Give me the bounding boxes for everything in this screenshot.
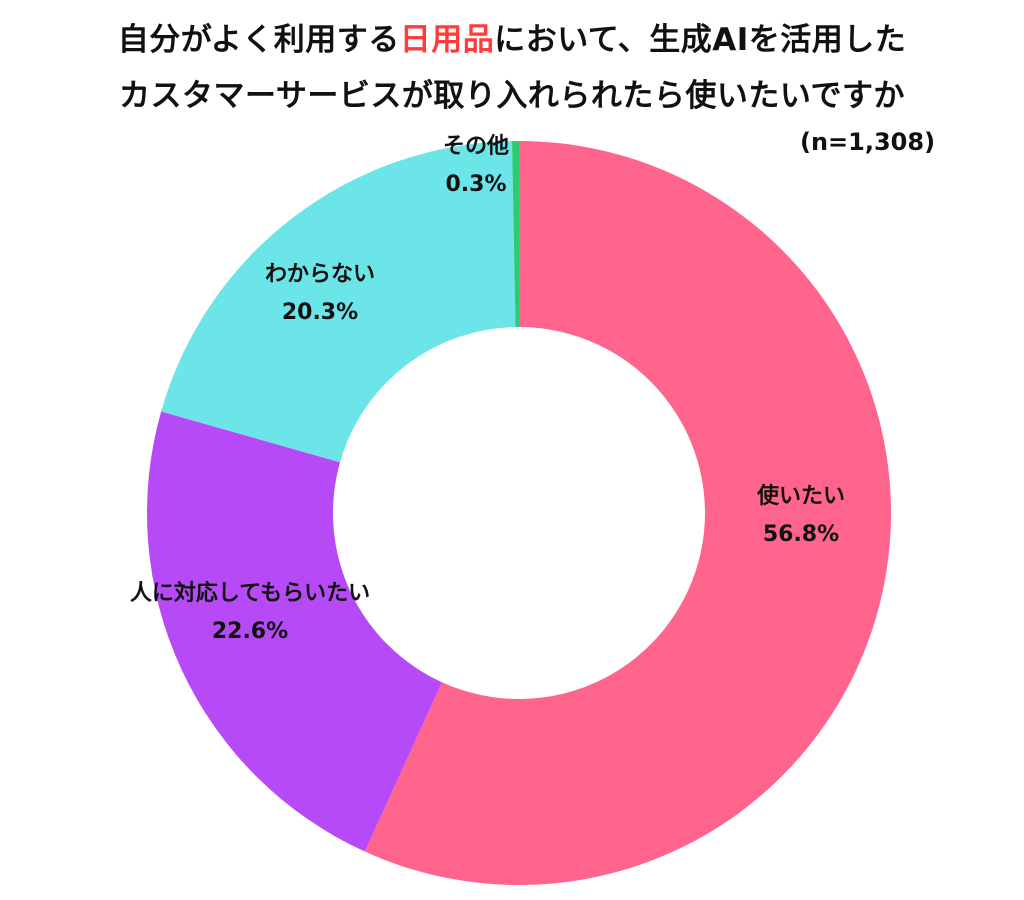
slice-label-unknown-name: わからない	[264, 262, 376, 287]
slice-label-human-name: 人に対応してもらいたい	[129, 581, 371, 606]
chart-title-line-2: カスタマーサービスが取り入れられたら使いたいですか	[119, 78, 905, 114]
slice-label-unknown-value: 20.3%	[281, 300, 359, 325]
slice-label-use-name: 使いたい	[756, 484, 846, 509]
slice-label-human: 人に対応してもらいたい 22.6%	[130, 575, 370, 651]
slice-use	[364, 141, 891, 885]
slice-unknown	[161, 141, 516, 463]
slice-label-other: その他 0.3%	[443, 128, 509, 204]
slice-label-use: 使いたい 56.8%	[757, 478, 845, 554]
slice-human	[146, 411, 442, 852]
slice-other	[511, 141, 519, 328]
title-highlight: 日用品	[399, 22, 495, 58]
slice-label-other-value: 0.3%	[445, 172, 507, 197]
title-prefix: 自分がよく利用する	[117, 22, 400, 58]
slice-label-other-name: その他	[442, 134, 510, 159]
sample-size: (n=1,308)	[800, 128, 936, 156]
chart-title-line-1: 自分がよく利用する日用品において、生成AIを活用した	[0, 18, 1024, 62]
slice-label-human-value: 22.6%	[211, 619, 289, 644]
slice-label-use-value: 56.8%	[762, 522, 840, 547]
slice-label-unknown: わからない 20.3%	[265, 256, 375, 332]
title-suffix: において、生成AIを活用した	[494, 22, 907, 58]
